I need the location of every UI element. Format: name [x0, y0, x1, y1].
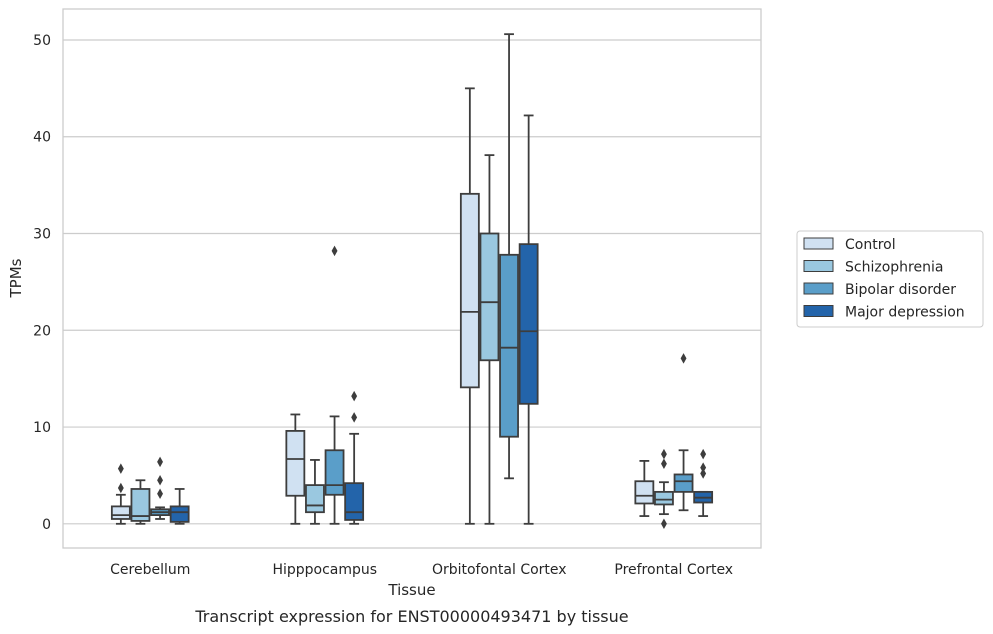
- legend-label: Control: [845, 237, 896, 253]
- box-prefrontal-cortex-major-depression: [693, 448, 714, 517]
- outlier-point: [700, 448, 707, 460]
- legend: Control Schizophrenia Bipolar disorder Majo…: [796, 230, 984, 328]
- legend-swatch: [803, 305, 834, 317]
- box-hipppocampus-schizophrenia: [305, 459, 325, 525]
- x-tick-label: Cerebellum: [110, 562, 190, 578]
- x-tick-label: Hipppocampus: [272, 562, 377, 578]
- iqr-box: [110, 505, 131, 520]
- iqr-box: [324, 449, 345, 496]
- y-gridlines: [63, 39, 761, 525]
- plot-frame: [62, 8, 762, 549]
- iqr-box: [499, 253, 519, 438]
- outlier-point: [351, 412, 358, 423]
- iqr-box: [344, 482, 365, 521]
- legend-swatch: [803, 260, 834, 272]
- outlier-point: [661, 518, 667, 530]
- box-hipppocampus-major-depression: [344, 390, 365, 525]
- iqr-box: [459, 192, 480, 389]
- outlier-point: [661, 458, 667, 470]
- iqr-box: [654, 490, 674, 506]
- outlier-point: [700, 462, 707, 473]
- legend-frame: [796, 230, 984, 328]
- legend-label: Schizophrenia: [845, 260, 943, 276]
- box-prefrontal-cortex-schizophrenia: [654, 448, 674, 530]
- iqr-box: [673, 473, 694, 493]
- legend-swatch: [803, 282, 834, 295]
- y-tick-label: 40: [33, 130, 51, 146]
- y-tick-label: 20: [33, 323, 51, 339]
- axis-ticks: 0 10 20 30 40 50 Cerebellum Hipppocampus Orbitof…: [33, 33, 733, 578]
- x-axis-label: Tissue: [387, 581, 435, 599]
- y-tick-label: 50: [33, 33, 51, 49]
- y-tick-label: 0: [42, 517, 51, 533]
- legend-label: Major depression: [845, 305, 965, 321]
- box-orbitofontal-cortex-major-depression: [518, 114, 539, 525]
- outlier-point: [661, 448, 667, 460]
- box-cerebellum-schizophrenia: [130, 479, 151, 525]
- outlier-point: [117, 482, 124, 494]
- box-cerebellum-major-depression: [169, 488, 190, 525]
- outlier-point: [157, 475, 163, 486]
- box-hipppocampus-control: [285, 413, 306, 525]
- outlier-point: [700, 468, 707, 479]
- iqr-box: [130, 488, 151, 522]
- outlier-point: [331, 245, 338, 257]
- iqr-box: [285, 430, 306, 497]
- outlier-point: [117, 463, 124, 474]
- box-orbitofontal-cortex-bipolar-disorder: [499, 33, 519, 480]
- chart-caption: Transcript expression for ENST0000049347…: [194, 607, 628, 626]
- y-tick-label: 10: [33, 420, 51, 436]
- box-prefrontal-cortex-control: [634, 460, 655, 517]
- box-orbitofontal-cortex-schizophrenia: [479, 154, 500, 525]
- legend-label: Bipolar disorder: [845, 282, 956, 298]
- outlier-point: [680, 353, 687, 364]
- box-hipppocampus-bipolar-disorder: [324, 245, 345, 525]
- iqr-box: [305, 484, 325, 514]
- x-tick-label: Orbitofontal Cortex: [432, 562, 567, 578]
- box-cerebellum-bipolar-disorder: [150, 456, 170, 520]
- legend-swatch: [803, 237, 834, 250]
- box-cerebellum-control: [110, 463, 131, 525]
- y-tick-label: 30: [33, 227, 51, 243]
- iqr-box: [518, 243, 539, 405]
- outlier-point: [351, 390, 358, 402]
- box-prefrontal-cortex-bipolar-disorder: [673, 353, 694, 512]
- iqr-box: [169, 505, 190, 523]
- iqr-box: [634, 480, 655, 505]
- iqr-box: [479, 232, 500, 362]
- x-tick-label: Prefrontal Cortex: [614, 562, 733, 578]
- y-axis-label: TPMs: [7, 258, 25, 298]
- outlier-point: [157, 456, 163, 468]
- box-series: [110, 33, 714, 530]
- outlier-point: [157, 488, 163, 500]
- box-orbitofontal-cortex-control: [459, 87, 480, 525]
